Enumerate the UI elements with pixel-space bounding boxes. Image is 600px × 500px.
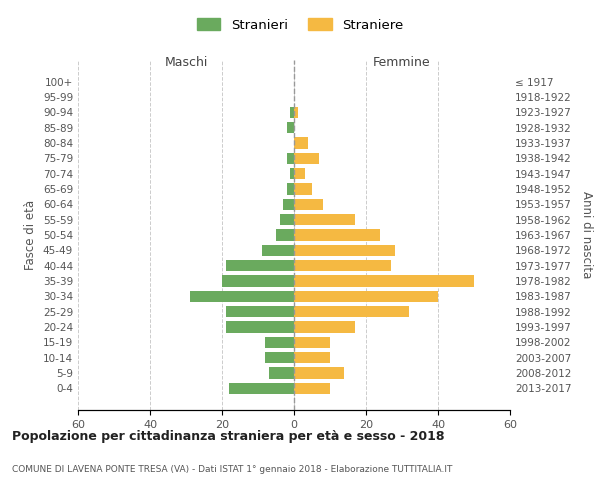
Bar bbox=[276, 229, 294, 241]
Bar bbox=[287, 122, 294, 134]
Bar bbox=[262, 244, 294, 256]
Bar bbox=[294, 352, 330, 364]
Bar bbox=[294, 290, 438, 302]
Bar bbox=[265, 336, 294, 348]
Bar bbox=[190, 290, 294, 302]
Bar bbox=[294, 276, 474, 287]
Y-axis label: Anni di nascita: Anni di nascita bbox=[580, 192, 593, 278]
Bar bbox=[283, 198, 294, 210]
Bar bbox=[287, 152, 294, 164]
Y-axis label: Fasce di età: Fasce di età bbox=[25, 200, 37, 270]
Bar bbox=[269, 368, 294, 379]
Text: Femmine: Femmine bbox=[373, 56, 431, 70]
Text: Maschi: Maschi bbox=[164, 56, 208, 70]
Bar bbox=[226, 260, 294, 272]
Bar bbox=[226, 306, 294, 318]
Bar bbox=[294, 368, 344, 379]
Legend: Stranieri, Straniere: Stranieri, Straniere bbox=[190, 12, 410, 38]
Bar bbox=[294, 106, 298, 118]
Bar bbox=[294, 183, 312, 194]
Bar bbox=[294, 198, 323, 210]
Bar bbox=[294, 168, 305, 179]
Bar bbox=[290, 168, 294, 179]
Bar bbox=[294, 260, 391, 272]
Text: COMUNE DI LAVENA PONTE TRESA (VA) - Dati ISTAT 1° gennaio 2018 - Elaborazione TU: COMUNE DI LAVENA PONTE TRESA (VA) - Dati… bbox=[12, 465, 452, 474]
Bar bbox=[294, 322, 355, 333]
Bar bbox=[294, 244, 395, 256]
Bar bbox=[294, 152, 319, 164]
Bar bbox=[280, 214, 294, 226]
Bar bbox=[294, 306, 409, 318]
Bar bbox=[294, 137, 308, 148]
Bar bbox=[294, 336, 330, 348]
Text: Popolazione per cittadinanza straniera per età e sesso - 2018: Popolazione per cittadinanza straniera p… bbox=[12, 430, 445, 443]
Bar bbox=[290, 106, 294, 118]
Bar bbox=[226, 322, 294, 333]
Bar bbox=[287, 183, 294, 194]
Bar bbox=[294, 229, 380, 241]
Bar bbox=[265, 352, 294, 364]
Bar bbox=[294, 382, 330, 394]
Bar bbox=[222, 276, 294, 287]
Bar bbox=[229, 382, 294, 394]
Bar bbox=[294, 214, 355, 226]
